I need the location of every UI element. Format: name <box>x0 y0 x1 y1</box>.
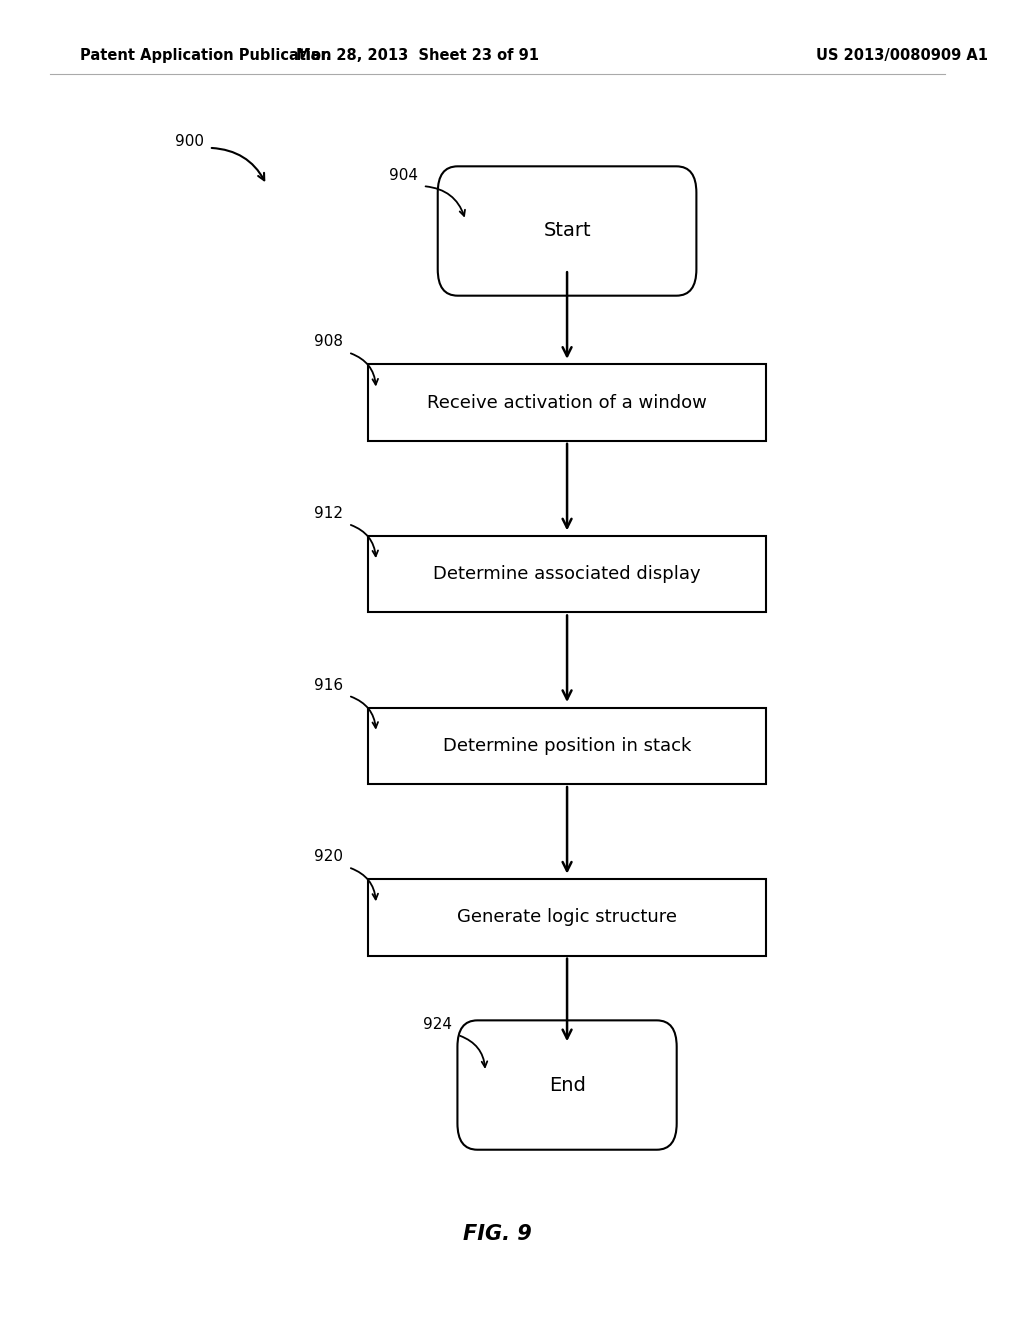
Text: Determine position in stack: Determine position in stack <box>442 737 691 755</box>
Text: Generate logic structure: Generate logic structure <box>457 908 677 927</box>
Text: Determine associated display: Determine associated display <box>433 565 700 583</box>
FancyBboxPatch shape <box>368 879 766 956</box>
Text: 924: 924 <box>424 1016 453 1032</box>
FancyBboxPatch shape <box>368 364 766 441</box>
Text: 920: 920 <box>314 849 343 865</box>
FancyBboxPatch shape <box>458 1020 677 1150</box>
Text: 900: 900 <box>175 133 204 149</box>
Text: 904: 904 <box>389 168 418 183</box>
FancyBboxPatch shape <box>368 536 766 612</box>
Text: End: End <box>549 1076 586 1094</box>
Text: Mar. 28, 2013  Sheet 23 of 91: Mar. 28, 2013 Sheet 23 of 91 <box>296 48 540 63</box>
Text: 908: 908 <box>314 334 343 350</box>
FancyBboxPatch shape <box>368 708 766 784</box>
FancyBboxPatch shape <box>437 166 696 296</box>
Text: US 2013/0080909 A1: US 2013/0080909 A1 <box>816 48 988 63</box>
Text: 912: 912 <box>314 506 343 521</box>
Text: Receive activation of a window: Receive activation of a window <box>427 393 707 412</box>
Text: FIG. 9: FIG. 9 <box>463 1224 531 1245</box>
Text: Start: Start <box>544 222 591 240</box>
Text: Patent Application Publication: Patent Application Publication <box>80 48 331 63</box>
Text: 916: 916 <box>314 677 343 693</box>
